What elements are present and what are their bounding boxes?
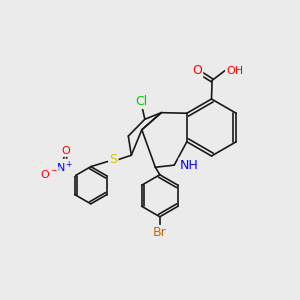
Text: Cl: Cl: [136, 95, 148, 108]
Text: NH: NH: [180, 159, 198, 172]
Text: Br: Br: [153, 226, 167, 239]
Text: OH: OH: [226, 66, 243, 76]
Text: N$^+$: N$^+$: [56, 160, 74, 175]
Text: O$^-$: O$^-$: [40, 167, 58, 179]
Text: S: S: [109, 153, 117, 166]
Text: O: O: [192, 64, 202, 77]
Text: O: O: [61, 146, 70, 156]
